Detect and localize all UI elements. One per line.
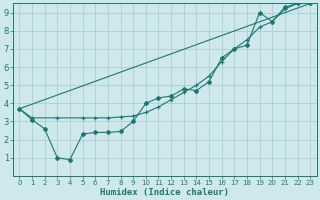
- X-axis label: Humidex (Indice chaleur): Humidex (Indice chaleur): [100, 188, 229, 197]
